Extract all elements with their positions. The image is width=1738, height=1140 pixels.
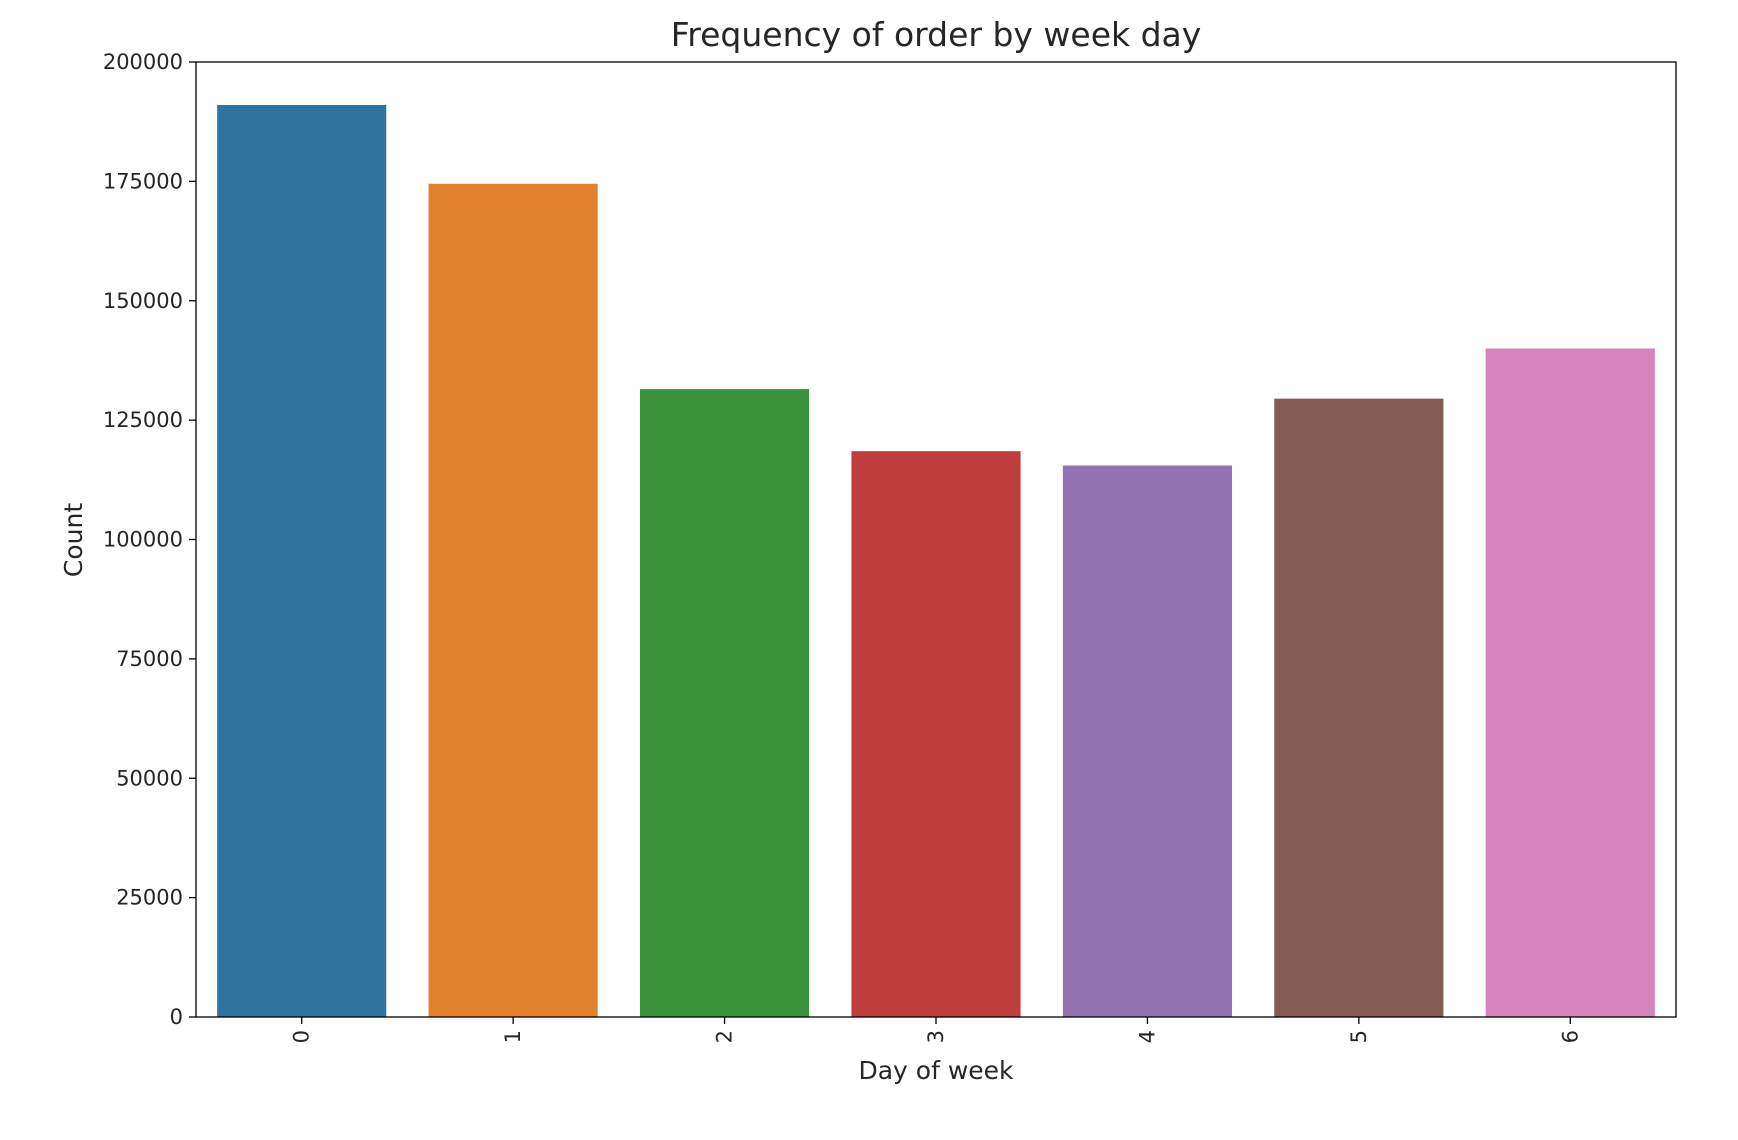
y-tick-label: 25000: [116, 886, 183, 910]
x-tick-label: 2: [713, 1030, 737, 1043]
x-tick-label: 5: [1347, 1030, 1371, 1043]
y-tick-label: 0: [170, 1005, 183, 1029]
x-tick-label: 4: [1135, 1030, 1159, 1043]
y-tick-label: 50000: [116, 766, 183, 790]
x-tick-label: 1: [501, 1030, 525, 1043]
y-tick-label: 100000: [103, 528, 183, 552]
bar-day-0: [217, 104, 387, 1018]
y-axis-label: Count: [59, 503, 88, 577]
x-axis: 0 1 2 3 4 5 6: [290, 1017, 1582, 1043]
x-tick-label: 0: [290, 1030, 314, 1043]
y-axis: 0 25000 50000 75000 100000 125000 150000 175000…: [103, 50, 196, 1029]
y-tick-label: 175000: [103, 169, 183, 193]
chart-title: Frequency of order by week day: [671, 15, 1202, 54]
bar-day-2: [640, 389, 810, 1018]
bar-day-5: [1274, 398, 1444, 1017]
y-tick-label: 75000: [116, 647, 183, 671]
plot-frame: [195, 61, 1677, 1018]
bar-day-4: [1062, 465, 1232, 1017]
y-tick-label: 125000: [103, 408, 183, 432]
x-axis-label: Day of week: [858, 1056, 1014, 1085]
x-tick-label: 3: [924, 1030, 948, 1043]
y-tick-label: 200000: [103, 50, 183, 74]
bar-day-1: [428, 183, 598, 1017]
bar-day-3: [851, 451, 1021, 1017]
bar-group: [217, 104, 1655, 1018]
bar-day-6: [1485, 348, 1655, 1017]
x-tick-label: 6: [1558, 1030, 1582, 1043]
y-tick-label: 150000: [103, 289, 183, 313]
